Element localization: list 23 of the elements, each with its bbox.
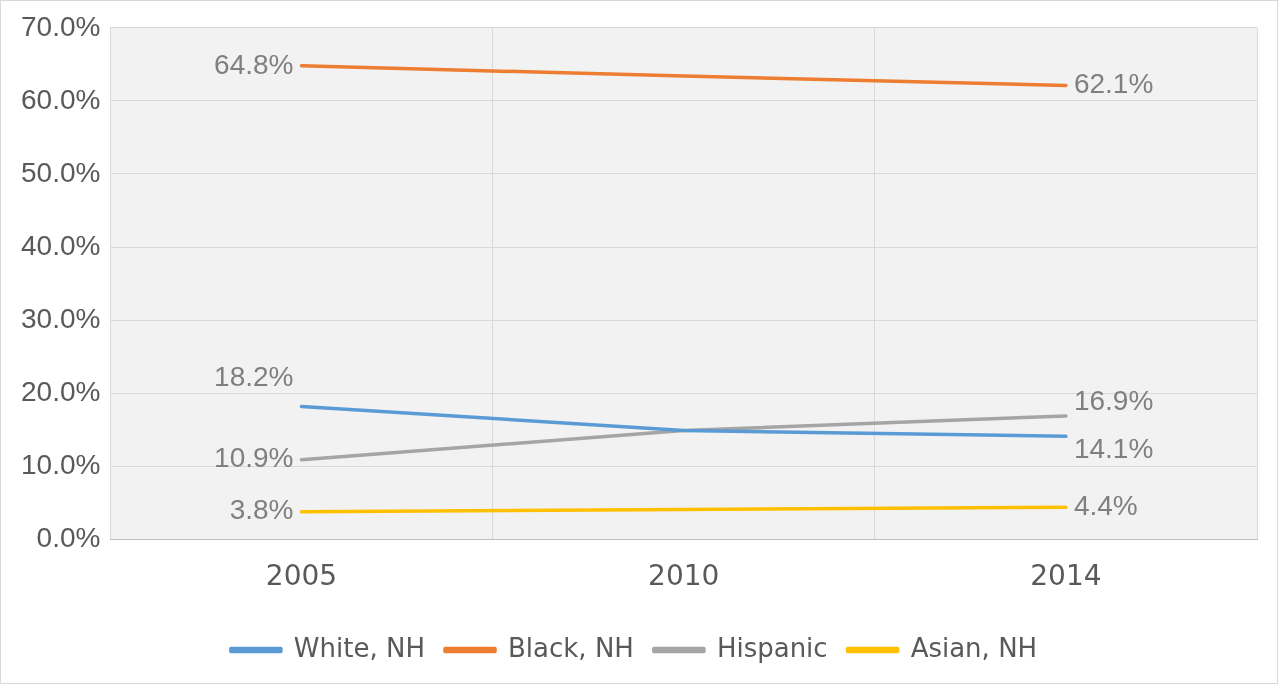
y-tick-label: 60.0% (20, 83, 101, 115)
y-tick-label: 50.0% (20, 156, 101, 188)
legend-label: Asian, NH (910, 632, 1038, 663)
data-label: 14.1% (1073, 433, 1154, 465)
y-tick-label: 0.0% (36, 522, 101, 554)
legend-label: Black, NH (508, 632, 634, 663)
data-label: 16.9% (1073, 384, 1154, 416)
y-tick-label: 20.0% (20, 375, 101, 407)
y-tick-label: 10.0% (20, 449, 101, 481)
x-tick-label: 2010 (648, 559, 720, 593)
data-label: 62.1% (1073, 68, 1154, 100)
data-label: 3.8% (229, 494, 294, 526)
x-tick-label: 2005 (265, 559, 338, 593)
y-tick-label: 70.0% (20, 10, 101, 42)
y-tick-label: 40.0% (20, 229, 101, 261)
y-tick-label: 30.0% (20, 302, 101, 334)
legend-label: White, NH (293, 632, 426, 663)
data-label: 4.4% (1073, 489, 1138, 521)
x-tick-label: 2014 (1030, 559, 1102, 593)
data-label: 18.2% (214, 361, 294, 393)
data-label: 64.8% (214, 48, 294, 80)
legend-label: Hispanic (716, 632, 828, 663)
data-label: 10.9% (214, 442, 294, 474)
